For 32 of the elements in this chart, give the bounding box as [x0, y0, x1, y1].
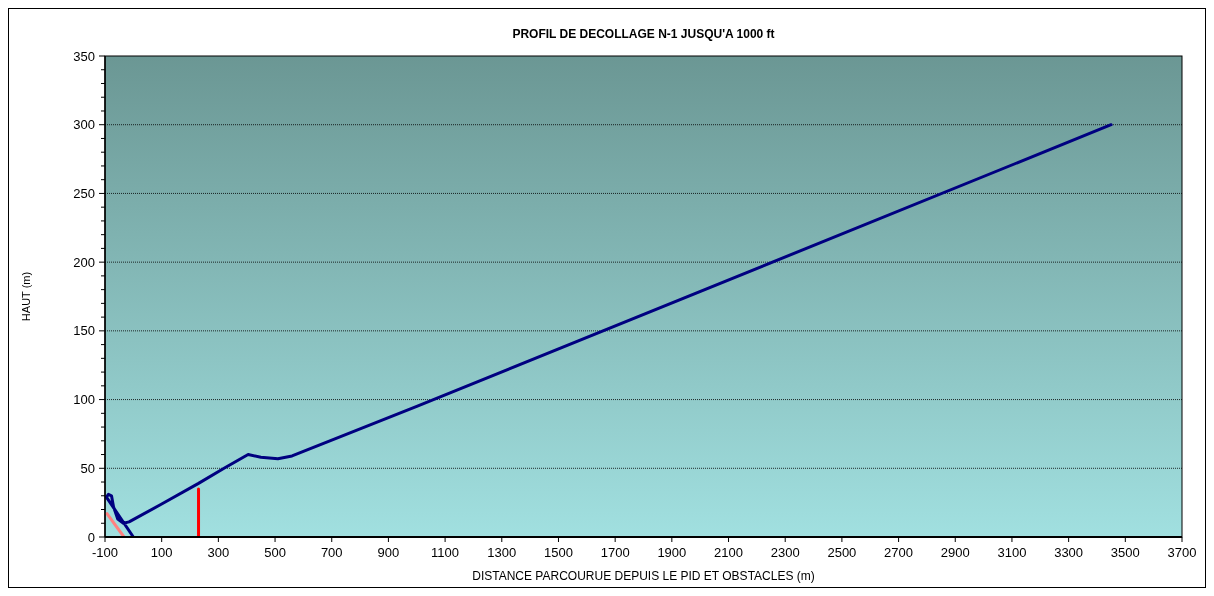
x-tick-label: 2900	[940, 545, 970, 560]
x-tick-label: -100	[91, 545, 119, 560]
x-tick-label: 2500	[827, 545, 857, 560]
x-tick-label: 2700	[884, 545, 914, 560]
y-tick-label: 100	[73, 392, 95, 408]
x-tick-label: 500	[264, 545, 286, 560]
x-axis-title: DISTANCE PARCOURUE DEPUIS LE PID ET OBSTACLES (m)	[472, 569, 815, 583]
y-tick-label: 50	[80, 460, 95, 476]
x-tick-label: 1300	[487, 545, 517, 560]
y-tick-label: 250	[73, 185, 95, 201]
x-tick-label: 2100	[714, 545, 743, 560]
x-tick-label: 700	[320, 545, 343, 560]
x-tick-label: 1500	[544, 545, 573, 560]
x-tick-label: 900	[377, 545, 400, 560]
x-tick-label: 1900	[657, 545, 687, 560]
x-tick-label: 1700	[600, 545, 630, 560]
x-tick-label: 1100	[431, 545, 460, 560]
y-tick-label: 300	[73, 117, 95, 133]
x-tick-label: 3100	[997, 545, 1027, 560]
y-tick-label: 200	[73, 254, 95, 270]
chart-title: PROFIL DE DECOLLAGE N-1 JUSQU'A 1000 ft	[512, 27, 775, 41]
x-tick-label: 3500	[1110, 545, 1140, 560]
y-tick-label: 150	[73, 323, 95, 339]
x-tick-label: 3700	[1167, 545, 1197, 560]
x-tick-label: 2300	[770, 545, 800, 560]
x-tick-label: 300	[207, 545, 230, 560]
x-tick-label: 100	[150, 545, 173, 560]
y-tick-label: 350	[73, 48, 95, 64]
y-axis-title: HAUT (m)	[20, 271, 32, 322]
x-tick-label: 3300	[1054, 545, 1084, 560]
line-series	[105, 123, 1113, 537]
y-tick-label: 0	[87, 529, 95, 545]
